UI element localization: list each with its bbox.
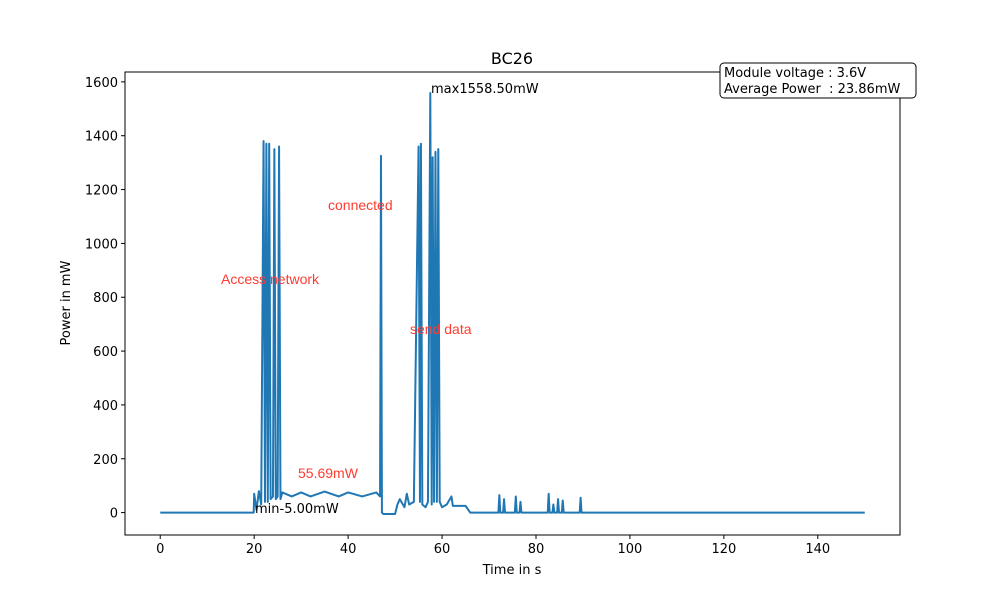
y-tick-label: 1400: [85, 130, 118, 145]
info-line: Average Power : 23.86mW: [724, 82, 900, 97]
y-axis-label: Power in mW: [59, 260, 74, 345]
x-tick-label: 120: [711, 542, 736, 557]
max-annotation: max1558.50mW: [431, 82, 539, 97]
x-tick-label: 20: [246, 542, 263, 557]
x-tick-label: 40: [340, 542, 357, 557]
line: [160, 92, 865, 515]
plot-area: 0 20 40 60 80 100 120 1400200400600800100012001…: [85, 71, 901, 557]
info-line: Module voltage : 3.6V: [724, 66, 866, 81]
y-tick-label: 600: [93, 345, 118, 360]
y-tick-label: 0: [110, 507, 118, 522]
y-tick-label: 1200: [85, 184, 118, 199]
info-box: [719, 62, 917, 99]
x-tick-label: 100: [618, 542, 643, 557]
mean-annotation: 55.69mW: [298, 465, 359, 481]
send-annotation: send data: [410, 321, 472, 337]
y-tick-label: 1000: [85, 237, 118, 252]
connected-annotation: connected: [328, 197, 393, 213]
y-tick-label: 200: [93, 453, 118, 468]
min-annotation: min-5.00mW: [255, 502, 339, 517]
x-tick-label: 0: [156, 542, 164, 557]
chart-title: BC26: [491, 49, 533, 68]
x-tick-label: 80: [528, 542, 545, 557]
y-tick-label: 400: [93, 399, 118, 414]
y-tick-label: 1600: [85, 76, 118, 91]
x-axis-label: Time in s: [482, 563, 542, 578]
y-tick-label: 800: [93, 291, 118, 306]
access-annotation: Access network: [221, 271, 320, 287]
x-tick-label: 140: [805, 542, 830, 557]
plot-frame: [124, 71, 901, 536]
x-tick-label: 60: [434, 542, 451, 557]
